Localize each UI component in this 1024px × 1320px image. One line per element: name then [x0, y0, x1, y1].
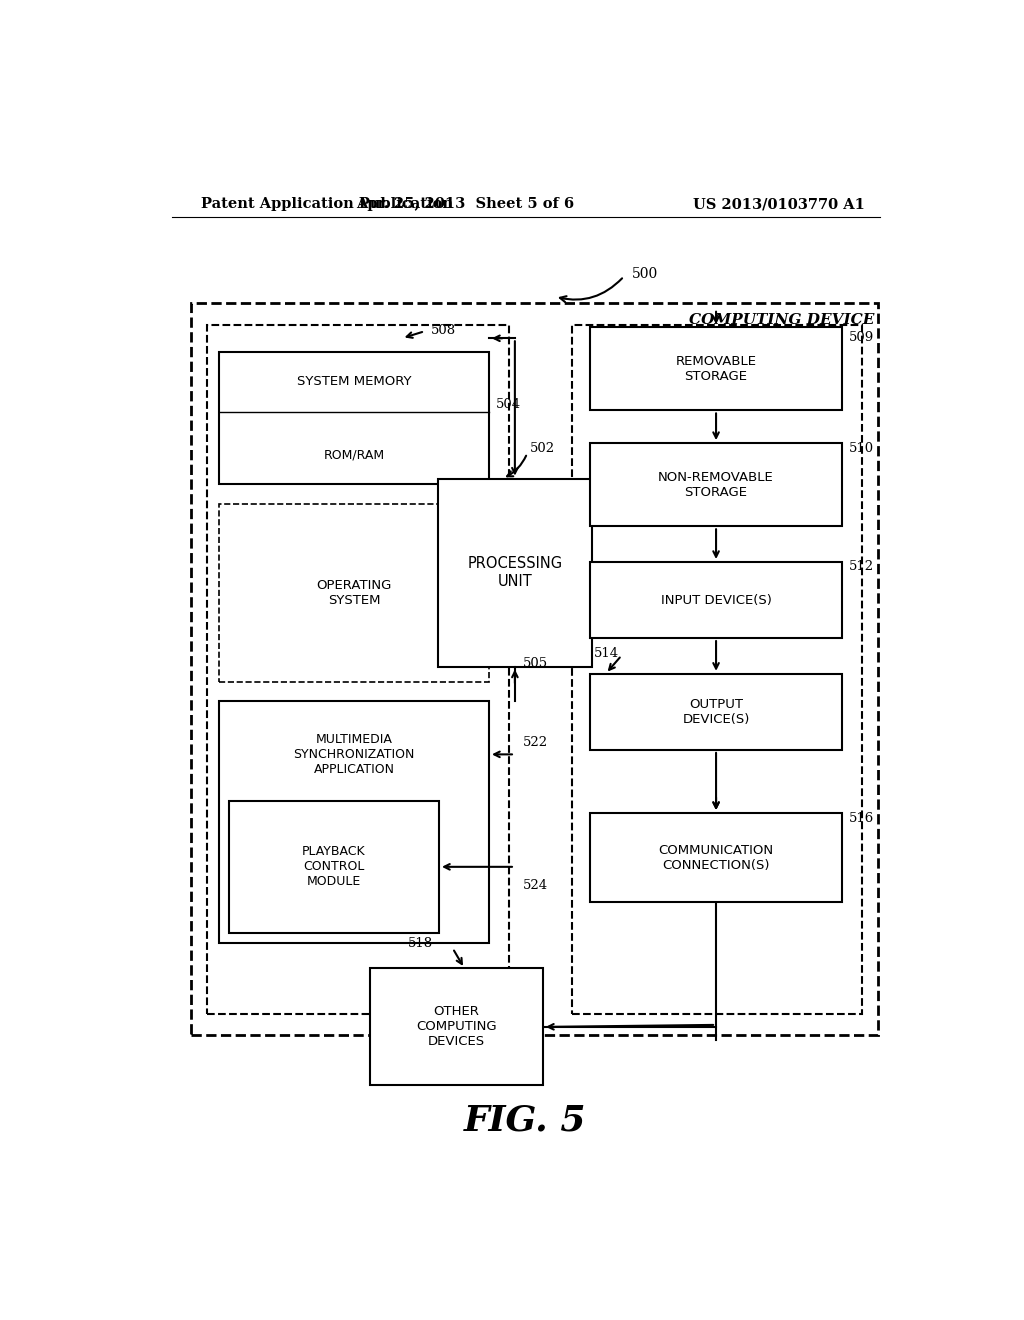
Text: 502: 502: [530, 442, 555, 454]
Text: 516: 516: [849, 812, 873, 825]
Text: US 2013/0103770 A1: US 2013/0103770 A1: [693, 197, 864, 211]
Text: NON-REMOVABLE
STORAGE: NON-REMOVABLE STORAGE: [658, 471, 774, 499]
Text: 514: 514: [594, 647, 618, 660]
Bar: [590, 673, 842, 750]
Text: 508: 508: [431, 323, 457, 337]
Bar: [207, 325, 509, 1014]
Text: 518: 518: [408, 937, 433, 949]
Text: 522: 522: [523, 735, 548, 748]
Text: 504: 504: [496, 397, 520, 411]
Bar: [572, 325, 862, 1014]
Text: PLAYBACK
CONTROL
MODULE: PLAYBACK CONTROL MODULE: [302, 845, 366, 888]
Text: FIG. 5: FIG. 5: [464, 1104, 586, 1138]
Text: OTHER
COMPUTING
DEVICES: OTHER COMPUTING DEVICES: [416, 1006, 497, 1048]
Text: COMMUNICATION
CONNECTION(S): COMMUNICATION CONNECTION(S): [658, 843, 773, 871]
Text: COMPUTING DEVICE: COMPUTING DEVICE: [688, 313, 873, 327]
Bar: [437, 479, 592, 667]
Bar: [590, 562, 842, 638]
Text: REMOVABLE
STORAGE: REMOVABLE STORAGE: [676, 355, 757, 383]
Bar: [219, 701, 489, 942]
Bar: [590, 327, 842, 411]
Text: SYSTEM MEMORY: SYSTEM MEMORY: [297, 375, 412, 388]
Text: 500: 500: [632, 267, 658, 281]
Text: Patent Application Publication: Patent Application Publication: [201, 197, 453, 211]
Bar: [590, 813, 842, 903]
Text: OUTPUT
DEVICE(S): OUTPUT DEVICE(S): [682, 698, 750, 726]
Bar: [590, 444, 842, 527]
Text: Apr. 25, 2013  Sheet 5 of 6: Apr. 25, 2013 Sheet 5 of 6: [356, 197, 574, 211]
Text: 524: 524: [523, 879, 548, 891]
Bar: [228, 801, 439, 933]
Text: MULTIMEDIA
SYNCHRONIZATION
APPLICATION: MULTIMEDIA SYNCHRONIZATION APPLICATION: [294, 733, 415, 776]
Bar: [219, 351, 489, 483]
Bar: [370, 969, 543, 1085]
Text: ROM/RAM: ROM/RAM: [324, 447, 385, 461]
Text: 512: 512: [849, 561, 873, 573]
Bar: [191, 302, 878, 1035]
Text: INPUT DEVICE(S): INPUT DEVICE(S): [660, 594, 771, 606]
Text: 505: 505: [523, 657, 548, 671]
Text: 510: 510: [849, 442, 873, 454]
Bar: [219, 504, 489, 682]
Text: 509: 509: [849, 331, 873, 343]
Text: OPERATING
SYSTEM: OPERATING SYSTEM: [316, 579, 392, 607]
Text: PROCESSING
UNIT: PROCESSING UNIT: [467, 557, 562, 589]
